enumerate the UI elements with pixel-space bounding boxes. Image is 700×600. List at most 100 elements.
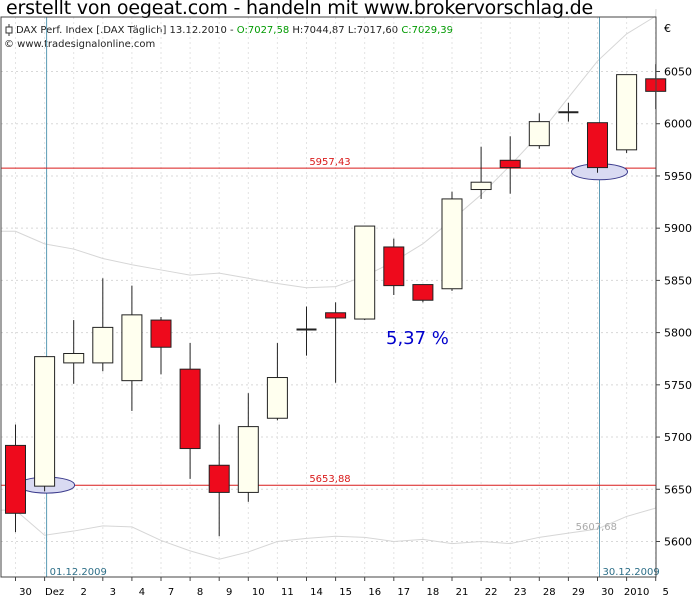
candle — [34, 356, 56, 492]
level-label: 5653,88 — [309, 474, 350, 485]
x-tick-label: 30 — [601, 587, 614, 598]
candle — [412, 284, 434, 303]
x-tick-label: 11 — [281, 587, 294, 598]
candle — [441, 191, 463, 291]
x-tick-label: 21 — [456, 587, 469, 598]
candle-body — [354, 225, 376, 320]
candle — [616, 74, 638, 153]
x-tick-label: 14 — [310, 587, 323, 598]
candle — [179, 343, 201, 479]
band-end-label: 5607,68 — [576, 522, 617, 533]
banner-title: erstellt von oegeat.com - handeln mit ww… — [6, 0, 594, 19]
x-tick-label: 8 — [197, 587, 203, 598]
candle — [354, 225, 376, 321]
y-tick-label: 5700 — [664, 431, 692, 444]
x-tick-label: 15 — [339, 587, 352, 598]
y-tick-label: 6050 — [664, 66, 692, 79]
x-tick-label: 5 — [663, 587, 669, 598]
plot-frame — [0, 16, 657, 578]
bollinger-bands — [1, 9, 657, 560]
y-axis: € 5600 5650 5700 5750 5800 5850 5900 5950 6000 60… — [656, 22, 692, 549]
x-tick-label: 2010 — [624, 587, 649, 598]
candle-body — [470, 181, 492, 191]
candle — [208, 424, 230, 537]
candle-body — [325, 312, 347, 319]
y-tick-label: 5800 — [664, 327, 692, 340]
candle-body — [34, 356, 56, 487]
candle-body — [150, 319, 172, 348]
upper-band-line — [1, 9, 657, 289]
candle — [237, 393, 259, 502]
candle — [266, 343, 288, 421]
vertical-marker-label: 30.12.2009 — [603, 567, 660, 578]
x-tick-label: 18 — [427, 587, 440, 598]
x-tick-label: 7 — [168, 587, 174, 598]
candle — [528, 113, 550, 149]
candle — [5, 424, 26, 533]
header-high: H:7044,87 — [292, 25, 344, 36]
x-tick-label: 22 — [485, 587, 498, 598]
x-tick-label: 9 — [226, 587, 232, 598]
candle-body — [587, 122, 608, 169]
header-open: O:7027,58 — [237, 25, 289, 36]
vertical-marker-label: 01.12.2009 — [50, 567, 107, 578]
candle — [383, 238, 405, 296]
candle-legend-icon — [5, 24, 13, 36]
currency-label: € — [664, 22, 671, 35]
y-tick-label: 5750 — [664, 379, 692, 392]
level-label: 5957,43 — [309, 157, 350, 168]
y-tick-label: 5950 — [664, 170, 692, 183]
x-tick-label: 10 — [252, 587, 265, 598]
candle — [325, 302, 347, 383]
candle-body — [616, 74, 638, 151]
candle — [150, 316, 172, 375]
candle — [587, 122, 608, 173]
x-tick-label: 23 — [514, 587, 527, 598]
candle — [558, 102, 579, 122]
x-tick-label: 2 — [81, 587, 87, 598]
candle-body — [441, 198, 463, 290]
svg-text:DAX Perf. Index [.DAX Täglich]: DAX Perf. Index [.DAX Täglich] 13.12.201… — [16, 25, 453, 36]
candles — [5, 64, 667, 537]
x-tick-label: 3 — [110, 587, 116, 598]
y-tick-label: 5850 — [664, 274, 692, 287]
candle-body — [92, 326, 114, 364]
candle-body — [179, 368, 201, 450]
x-tick-label: 30 — [19, 587, 32, 598]
candle — [470, 146, 492, 199]
y-tick-label: 5600 — [664, 536, 692, 549]
y-tick-label: 6000 — [664, 118, 692, 131]
candle — [296, 306, 317, 356]
header-close: C:7029,39 — [401, 25, 453, 36]
candle-body — [5, 444, 26, 514]
x-tick-label: 17 — [397, 587, 410, 598]
candle-body — [237, 426, 259, 493]
candle-body — [383, 246, 405, 287]
candle-body — [208, 464, 230, 493]
chart-labels: 5957,43 5653,88 01.12.2009 30.12.2009 5607,6… — [50, 157, 660, 578]
chart-header: DAX Perf. Index [.DAX Täglich] 13.12.201… — [4, 24, 453, 50]
candle — [499, 136, 521, 194]
candle-body — [412, 284, 434, 301]
x-tick-label: 16 — [368, 587, 381, 598]
candle — [63, 320, 85, 384]
header-copyright: © www.tradesignalonline.com — [4, 39, 155, 50]
horizontal-levels — [1, 167, 656, 486]
percent-annotation: 5,37 % — [386, 328, 449, 349]
candle — [92, 278, 114, 372]
header-instrument: DAX Perf. Index [.DAX Täglich] 13.12.201… — [16, 25, 237, 36]
candle-body — [266, 377, 288, 419]
candle-body — [528, 121, 550, 147]
y-tick-label: 5900 — [664, 222, 692, 235]
x-tick-label: 28 — [543, 587, 556, 598]
candle-body — [499, 159, 521, 169]
lower-band-line — [1, 504, 657, 560]
candle-body — [121, 314, 143, 382]
x-tick-label: 4 — [139, 587, 145, 598]
candle-body — [63, 353, 85, 364]
x-axis: 30 Dez 2 3 4 7 8 9 10 11 14 15 16 17 18 21 22 23 28 29 30 201… — [15, 577, 669, 598]
vertical-markers — [46, 17, 600, 577]
header-low: L:7017,60 — [348, 25, 398, 36]
y-tick-label: 5650 — [664, 483, 692, 496]
